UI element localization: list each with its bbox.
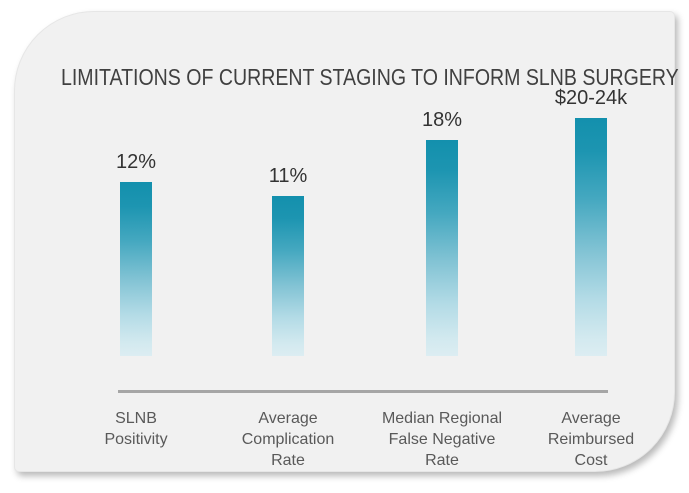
- bar-group-slnb-positivity: 12%: [66, 76, 206, 356]
- chart-title: LIMITATIONS OF CURRENT STAGING TO INFORM…: [61, 64, 679, 90]
- value-label: $20-24k: [554, 87, 628, 109]
- category-label-line: Complication: [241, 431, 335, 448]
- x-axis-line: [118, 390, 608, 393]
- bar-complication-rate: [272, 196, 304, 356]
- value-label: 11%: [268, 165, 308, 187]
- category-label-line: Median Regional: [381, 410, 503, 427]
- category-label-line: Rate: [425, 452, 459, 469]
- category-label-slnb-positivity: SLNB Positivity: [58, 408, 214, 450]
- value-label: 12%: [115, 151, 157, 173]
- bar-group-reimbursed-cost: $20-24k: [521, 76, 661, 356]
- bar-false-negative-rate: [426, 140, 458, 356]
- bar-reimbursed-cost: [575, 118, 607, 356]
- category-label-line: Reimbursed: [547, 431, 635, 448]
- category-label-complication-rate: Average Complication Rate: [210, 408, 366, 471]
- category-label-line: SLNB: [115, 410, 157, 427]
- category-label-line: Average: [258, 410, 318, 427]
- category-label-line: Cost: [574, 452, 608, 469]
- bar-group-complication-rate: 11%: [218, 76, 358, 356]
- category-label-false-negative-rate: Median Regional False Negative Rate: [364, 408, 520, 471]
- category-label-line: False Negative: [388, 431, 496, 448]
- category-label-reimbursed-cost: Average Reimbursed Cost: [513, 408, 669, 471]
- chart-card: LIMITATIONS OF CURRENT STAGING TO INFORM…: [14, 11, 679, 472]
- category-label-line: Average: [561, 410, 621, 427]
- bar-slnb-positivity: [120, 182, 152, 356]
- category-label-line: Rate: [271, 452, 305, 469]
- value-label: 18%: [421, 109, 463, 131]
- bar-group-false-negative-rate: 18%: [372, 76, 512, 356]
- category-label-line: Positivity: [104, 431, 168, 448]
